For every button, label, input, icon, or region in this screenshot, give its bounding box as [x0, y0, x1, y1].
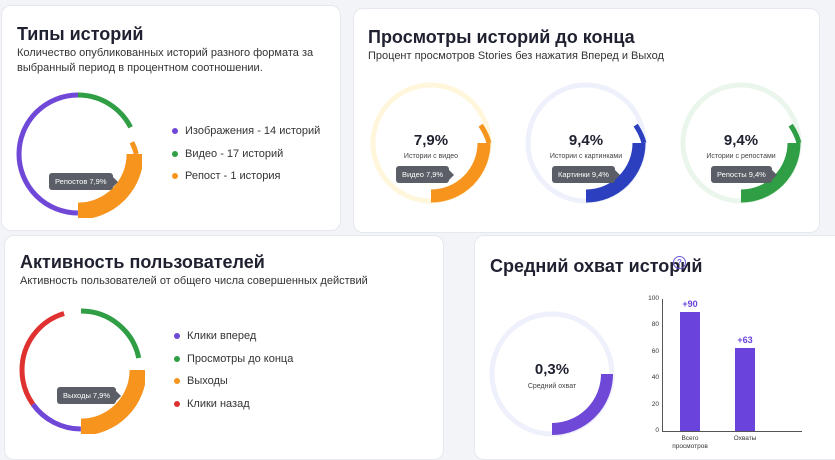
legend-dot	[174, 378, 180, 385]
y-axis	[662, 299, 663, 431]
completion-ring-reposts[interactable]: 9,4% Истории с репостами Репосты 9,4%	[680, 82, 802, 204]
donut-segment-completed[interactable]	[19, 308, 143, 432]
legend-item-video[interactable]: Видео - 17 историй	[172, 143, 320, 166]
legend-item-exits[interactable]: Выходы	[174, 370, 293, 393]
legend-dot	[174, 333, 180, 340]
x-tick-label: Всего просмотров	[672, 435, 708, 450]
donut-segment-back[interactable]	[19, 308, 143, 432]
legend-label: Клики вперед	[187, 330, 257, 343]
y-tick-label: 0	[655, 427, 659, 434]
x-axis	[662, 431, 802, 432]
y-tick-label: 40	[651, 374, 659, 382]
legend-label: Просмотры до конца	[187, 352, 294, 365]
completion-ring-pictures[interactable]: 9,4% Истории с картинками Картинки 9,4%	[525, 82, 647, 204]
legend-dot	[172, 150, 178, 157]
legend-label: Клики назад	[187, 397, 250, 410]
ring-tooltip: Картинки 9,4%	[552, 166, 620, 183]
completion-title: Просмотры историй до конца	[368, 27, 635, 47]
legend-item-forward[interactable]: Клики вперед	[174, 325, 293, 348]
reach-ring[interactable]: 0,3% Средний охват	[489, 311, 615, 437]
legend-label: Видео - 17 историй	[185, 147, 284, 160]
bar-value-label: +90	[682, 299, 698, 310]
ring-label: Истории с картинками	[549, 153, 623, 160]
y-tick-label: 20	[651, 400, 659, 408]
activity-legend: Клики вперед Просмотры до конца Выходы К…	[174, 325, 293, 415]
y-tick-label: 100	[648, 295, 659, 302]
story-types-subtitle: Количество опубликованных историй разног…	[17, 47, 314, 74]
legend-label: Репост - 1 история	[185, 170, 281, 183]
story-types-donut[interactable]	[14, 90, 142, 218]
ring-label: Истории с видео	[403, 153, 459, 160]
legend-label: Изображения - 14 историй	[185, 125, 321, 138]
completion-subtitle: Процент просмотров Stories без нажатия В…	[368, 50, 664, 62]
story-types-legend: Изображения - 14 историй Видео - 17 исто…	[172, 120, 320, 188]
legend-dot	[174, 355, 180, 362]
reach-title: Средний охват историй	[490, 256, 703, 276]
story-types-title: Типы историй	[17, 24, 144, 44]
ring-label: Истории с репостами	[706, 153, 776, 160]
donut-segment-exits[interactable]	[80, 369, 145, 434]
legend-dot	[172, 173, 178, 180]
story-types-card: Типы историй Количество опубликованных и…	[1, 5, 341, 231]
donut-segment-repost[interactable]	[77, 153, 142, 218]
bar-value-label: +63	[737, 334, 753, 345]
reach-bar-chart: 100 80 60 40 20 0 +90 Всего просмотров +63 Охват…	[645, 291, 835, 456]
ring-value: 7,9%	[413, 132, 449, 149]
x-tick-label: Охваты	[733, 435, 757, 442]
completion-ring-video[interactable]: 7,9% Истории с видео Видео 7,9%	[370, 82, 492, 204]
legend-item-back[interactable]: Клики назад	[174, 393, 293, 416]
activity-subtitle: Активность пользователей от общего числа…	[20, 275, 368, 287]
reach-card: Средний охват историй ? 0,3% Средний охв…	[474, 235, 835, 460]
ring-value: 9,4%	[568, 132, 604, 149]
legend-dot	[174, 400, 180, 407]
legend-item-repost[interactable]: Репост - 1 история	[172, 165, 320, 188]
donut-segment-video[interactable]	[16, 92, 140, 216]
ring-chart	[680, 82, 802, 204]
activity-donut[interactable]	[17, 306, 145, 434]
activity-card: Активность пользователей Активность поль…	[4, 235, 444, 460]
completion-card: Просмотры историй до конца Процент просм…	[353, 8, 820, 233]
ring-value: 9,4%	[723, 132, 759, 149]
activity-tooltip: Выходы 7,9%	[57, 387, 122, 404]
ring-chart	[370, 82, 492, 204]
question-icon[interactable]: ?	[673, 256, 686, 269]
ring-chart	[489, 311, 615, 437]
bar[interactable]	[735, 347, 755, 431]
legend-item-images[interactable]: Изображения - 14 историй	[172, 120, 320, 143]
ring-tooltip: Репосты 9,4%	[711, 166, 777, 183]
y-tick-label: 80	[651, 321, 659, 329]
legend-item-completed[interactable]: Просмотры до конца	[174, 348, 293, 371]
ring-value: 0,3%	[534, 361, 570, 378]
story-types-tooltip: Репостов 7,9%	[49, 173, 117, 190]
y-tick-label: 60	[651, 347, 659, 355]
ring-chart	[525, 82, 647, 204]
ring-label: Средний охват	[527, 383, 577, 390]
bar[interactable]	[680, 312, 700, 431]
legend-label: Выходы	[187, 375, 228, 388]
ring-tooltip: Видео 7,9%	[396, 166, 455, 183]
legend-dot	[172, 128, 178, 135]
activity-title: Активность пользователей	[20, 252, 265, 272]
